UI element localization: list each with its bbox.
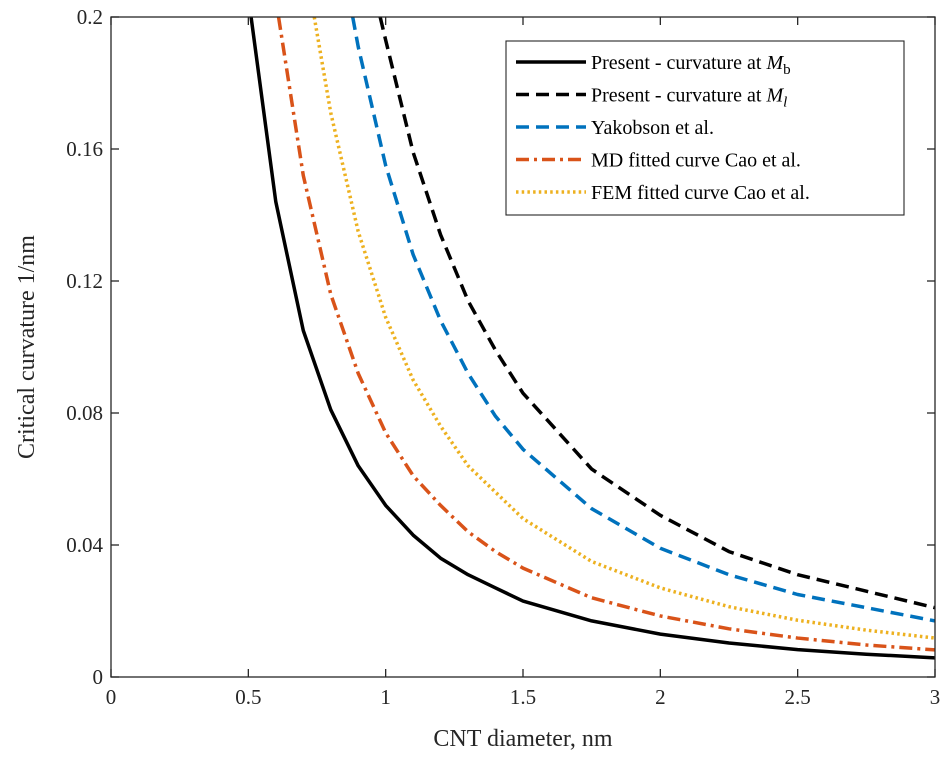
series-line-2 xyxy=(378,17,935,610)
legend-label-5: FEM fitted curve Cao et al. xyxy=(591,182,810,204)
x-tick-label: 2 xyxy=(655,685,666,709)
series-layer xyxy=(249,17,935,660)
y-tick-label: 0.12 xyxy=(66,269,103,293)
legend-box xyxy=(505,40,905,216)
series-line-5 xyxy=(312,17,935,640)
legend-label-1: Present - curvature at Mb xyxy=(591,52,791,78)
series-line-3 xyxy=(350,17,935,623)
x-tick-label: 1.5 xyxy=(510,685,536,709)
x-axis-title: CNT diameter, nm xyxy=(433,726,613,752)
series-line-4 xyxy=(276,17,935,652)
x-tick-label: 0 xyxy=(106,685,117,709)
legend-label-4: MD fitted curve Cao et al. xyxy=(591,150,801,172)
y-tick-label: 0.16 xyxy=(66,137,103,161)
y-tick-label: 0.08 xyxy=(66,401,103,425)
legend-label-3: Yakobson et al. xyxy=(591,117,714,139)
y-tick-label: 0.04 xyxy=(66,533,103,557)
y-tick-label: 0 xyxy=(93,665,104,689)
y-axis-title: Critical curvature 1/nm xyxy=(14,235,40,459)
legend-label-2: Present - curvature at Ml xyxy=(591,85,787,111)
series-line-1 xyxy=(249,17,935,660)
x-tick-label: 1 xyxy=(380,685,391,709)
y-tick-label: 0.2 xyxy=(77,5,103,29)
x-tick-label: 2.5 xyxy=(785,685,811,709)
x-tick-label: 0.5 xyxy=(235,685,261,709)
legend: Present - curvature at Mb Present - curva… xyxy=(505,40,905,216)
tick-layer: 0 0.5 1 1.5 2 2.5 3 0 0.04 0.08 0.12 0.16 0.2 xyxy=(66,5,940,709)
x-tick-label: 3 xyxy=(930,685,941,709)
